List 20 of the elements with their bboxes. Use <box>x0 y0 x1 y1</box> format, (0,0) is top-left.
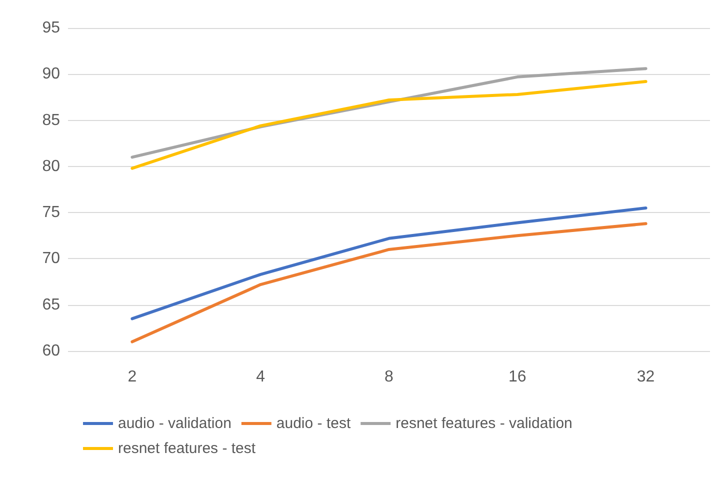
y-tick-label: 65 <box>42 296 60 314</box>
legend-label: audio - validation <box>118 415 232 432</box>
y-tick-label: 70 <box>42 250 60 268</box>
legend-label: resnet features - test <box>118 440 256 457</box>
y-tick-label: 80 <box>42 158 60 175</box>
x-tick-label: 8 <box>384 368 394 386</box>
y-tick-label: 95 <box>42 20 60 36</box>
x-tick-label: 32 <box>636 368 655 386</box>
line-series <box>130 206 648 320</box>
line-series <box>130 80 648 170</box>
legend-label: audio - test <box>276 415 352 432</box>
y-tick-label: 85 <box>42 112 60 129</box>
y-tick-label: 90 <box>42 66 60 83</box>
line-series <box>130 222 648 344</box>
x-tick-label: 16 <box>508 368 526 386</box>
x-tick-label: 2 <box>128 368 137 386</box>
legend-label: resnet features - validation <box>396 415 572 432</box>
y-tick-label: 60 <box>42 342 60 360</box>
x-tick-label: 4 <box>256 368 266 386</box>
y-tick-label: 75 <box>42 204 60 222</box>
